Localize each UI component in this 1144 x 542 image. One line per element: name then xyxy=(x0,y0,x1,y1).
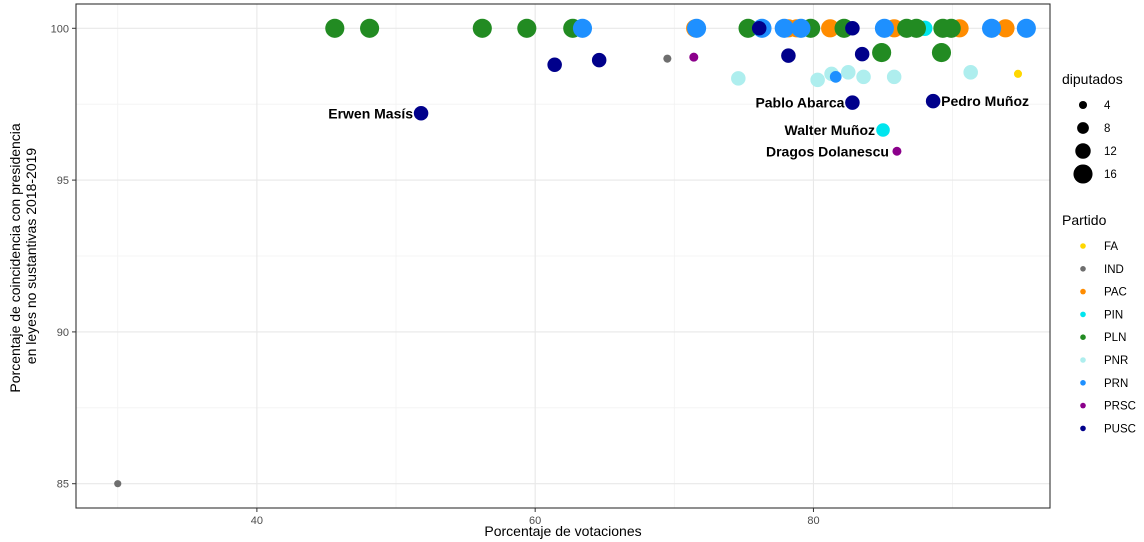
data-point-prn xyxy=(774,18,794,38)
data-point-prn xyxy=(791,18,811,38)
y-axis-ticks: 85 90 95 100 xyxy=(51,23,76,491)
data-point-prn xyxy=(874,18,894,38)
data-point-prsc xyxy=(892,146,902,156)
size-legend-label: 8 xyxy=(1104,123,1110,135)
data-point-pnr xyxy=(963,65,978,80)
data-point-pusc xyxy=(845,95,860,110)
data-point-pln xyxy=(906,18,926,38)
data-point-prn xyxy=(687,18,707,38)
y-tick-label: 95 xyxy=(57,175,69,187)
data-point-pac xyxy=(821,19,840,38)
color-legend-key xyxy=(1080,266,1086,272)
point-label: Dragos Dolanescu xyxy=(766,143,889,159)
data-point-pnr xyxy=(856,69,871,85)
grid-lines xyxy=(76,4,1050,508)
size-legend-key xyxy=(1075,143,1091,159)
color-legend-key xyxy=(1080,357,1086,363)
point-label: Erwen Masís xyxy=(328,105,413,121)
y-axis-title-line-2: en leyes no sustantivas 2018-2019 xyxy=(23,148,39,365)
data-point-pin xyxy=(876,123,890,137)
data-point-pnr xyxy=(886,69,902,85)
data-point-pln xyxy=(325,18,345,38)
point-label: Pablo Abarca xyxy=(755,95,844,111)
data-point-pln xyxy=(941,18,961,38)
color-legend-label: PUSC xyxy=(1104,423,1136,435)
data-point-prsc xyxy=(689,52,699,62)
color-legend-key xyxy=(1080,334,1086,341)
point-label: Pedro Muñoz xyxy=(941,93,1029,109)
size-legend-key xyxy=(1078,100,1088,110)
data-point-prn xyxy=(1016,18,1036,38)
data-point-pln xyxy=(472,18,492,38)
data-point-pln xyxy=(360,18,380,38)
data-points xyxy=(114,18,1036,488)
data-point-pln xyxy=(517,18,537,38)
data-point-pln xyxy=(738,18,758,38)
color-legend-label: PLN xyxy=(1104,332,1126,344)
color-legend-label: PNR xyxy=(1104,355,1128,367)
data-point-pusc xyxy=(854,46,870,62)
data-point-pac xyxy=(996,19,1015,38)
y-tick-label: 85 xyxy=(57,479,69,491)
data-point-prn xyxy=(982,18,1002,38)
data-point-pusc xyxy=(751,21,767,36)
color-legend-key xyxy=(1080,311,1086,318)
point-label: Walter Muñoz xyxy=(785,122,875,138)
color-legend-key xyxy=(1080,402,1086,409)
data-point-pln xyxy=(872,43,892,63)
x-axis-title: Porcentaje de votaciones xyxy=(484,523,641,539)
color-legend-key xyxy=(1080,243,1086,249)
data-point-fa xyxy=(1013,69,1023,78)
color-legend-label: PAC xyxy=(1104,287,1127,299)
size-legend-label: 16 xyxy=(1104,169,1117,181)
data-point-prn xyxy=(572,18,593,38)
data-point-pusc xyxy=(547,57,562,72)
size-legend-label: 4 xyxy=(1104,100,1111,112)
point-annotations: Erwen Masís Pablo Abarca Pedro Muñoz Walter… xyxy=(328,93,1029,159)
color-legend-label: PRN xyxy=(1104,378,1128,390)
size-legend-label: 12 xyxy=(1104,146,1117,158)
color-legend-key xyxy=(1080,425,1086,432)
color-legend-key xyxy=(1080,380,1086,386)
x-tick-label: 60 xyxy=(529,515,541,527)
x-axis-ticks: 40 60 80 xyxy=(251,508,820,527)
data-point-pusc xyxy=(591,52,607,68)
y-axis-title: Porcentaje de coincidencia con presidenc… xyxy=(7,119,39,392)
data-point-prn xyxy=(829,70,842,83)
size-legend-key xyxy=(1077,122,1089,134)
data-point-ind xyxy=(663,54,672,63)
y-tick-label: 90 xyxy=(57,327,69,339)
color-legend-title: Partido xyxy=(1062,212,1107,228)
panel-border xyxy=(75,3,1051,509)
size-legend-title: diputados xyxy=(1062,71,1123,87)
size-legend-key xyxy=(1073,164,1093,184)
color-legend-key xyxy=(1080,288,1086,295)
data-point-pusc xyxy=(845,21,860,36)
color-legend-label: FA xyxy=(1104,241,1118,253)
y-axis-title-line-1: Porcentaje de coincidencia con presidenc… xyxy=(7,123,23,392)
size-legend: diputados 4 8 12 16 xyxy=(1062,71,1123,184)
data-point-pusc xyxy=(413,106,429,121)
data-point-pln xyxy=(931,43,952,63)
color-legend-label: IND xyxy=(1104,264,1124,276)
color-legend-label: PRSC xyxy=(1104,401,1136,413)
x-tick-label: 40 xyxy=(251,515,263,527)
color-legend-label: PIN xyxy=(1104,309,1123,321)
data-point-pnr xyxy=(840,65,856,80)
data-point-pusc xyxy=(781,48,796,63)
x-tick-label: 80 xyxy=(807,515,819,527)
data-point-pusc xyxy=(925,93,941,109)
y-tick-label: 100 xyxy=(51,23,69,35)
data-point-ind xyxy=(114,480,122,488)
color-legend: Partido FA IND PAC PIN PLN PNR PRN PRSC PUSC xyxy=(1062,212,1136,435)
data-point-pnr xyxy=(810,72,825,88)
data-point-pnr xyxy=(731,71,746,86)
